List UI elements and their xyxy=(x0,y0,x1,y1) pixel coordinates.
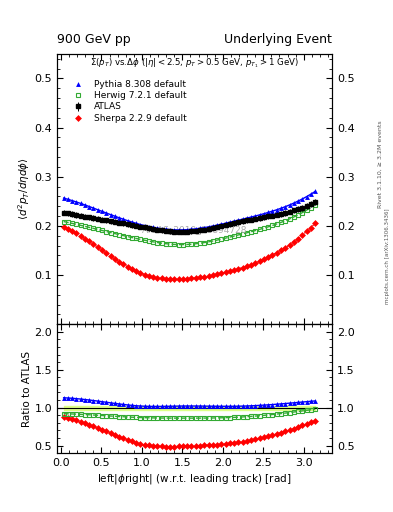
Herwig 7.2.1 default xyxy=(134,236,138,242)
Pythia 8.308 default xyxy=(104,210,108,216)
Pythia 8.308 default xyxy=(223,220,228,226)
Herwig 7.2.1 default xyxy=(142,237,147,243)
Sherpa 2.2.9 default xyxy=(172,276,177,282)
Pythia 8.308 default xyxy=(176,227,181,233)
Pythia 8.308 default xyxy=(147,224,151,230)
Pythia 8.308 default xyxy=(142,223,147,229)
Sherpa 2.2.9 default xyxy=(104,250,108,256)
Sherpa 2.2.9 default xyxy=(223,269,228,275)
Text: mcplots.cern.ch [arXiv:1306.3436]: mcplots.cern.ch [arXiv:1306.3436] xyxy=(385,208,389,304)
Text: Underlying Event: Underlying Event xyxy=(224,33,332,46)
Pythia 8.308 default xyxy=(125,218,130,224)
Herwig 7.2.1 default xyxy=(104,228,108,234)
X-axis label: left|$\phi$right| (w.r.t. leading track) [rad]: left|$\phi$right| (w.r.t. leading track)… xyxy=(97,472,292,486)
Text: Rivet 3.1.10, ≥ 3.2M events: Rivet 3.1.10, ≥ 3.2M events xyxy=(378,120,383,208)
Y-axis label: Ratio to ATLAS: Ratio to ATLAS xyxy=(22,351,31,427)
Herwig 7.2.1 default xyxy=(223,235,228,241)
Sherpa 2.2.9 default xyxy=(142,271,147,278)
Line: Herwig 7.2.1 default: Herwig 7.2.1 default xyxy=(61,202,318,247)
Pythia 8.308 default xyxy=(61,195,66,201)
Text: ATLAS_2010_S8894728: ATLAS_2010_S8894728 xyxy=(142,225,247,234)
Sherpa 2.2.9 default xyxy=(61,224,66,230)
Text: 900 GeV pp: 900 GeV pp xyxy=(57,33,130,46)
Sherpa 2.2.9 default xyxy=(134,268,138,274)
Herwig 7.2.1 default xyxy=(147,238,151,244)
Pythia 8.308 default xyxy=(313,188,318,195)
Herwig 7.2.1 default xyxy=(61,219,66,225)
Herwig 7.2.1 default xyxy=(313,202,318,208)
Legend: Pythia 8.308 default, Herwig 7.2.1 default, ATLAS, Sherpa 2.2.9 default: Pythia 8.308 default, Herwig 7.2.1 defau… xyxy=(67,80,187,123)
Text: $\Sigma(p_T)$ vs.$\Delta\phi$ ($|\eta| < 2.5$, $p_T > 0.5$ GeV, $p_{T_1} > 1$ Ge: $\Sigma(p_T)$ vs.$\Delta\phi$ ($|\eta| <… xyxy=(90,56,299,70)
Herwig 7.2.1 default xyxy=(181,242,185,248)
Line: Pythia 8.308 default: Pythia 8.308 default xyxy=(61,189,318,232)
Sherpa 2.2.9 default xyxy=(313,220,318,226)
Sherpa 2.2.9 default xyxy=(147,273,151,279)
Sherpa 2.2.9 default xyxy=(125,264,130,270)
Y-axis label: $\langle d^2 p_T / d\eta d\phi \rangle$: $\langle d^2 p_T / d\eta d\phi \rangle$ xyxy=(16,158,31,221)
Herwig 7.2.1 default xyxy=(125,233,130,240)
Pythia 8.308 default xyxy=(134,220,138,226)
Line: Sherpa 2.2.9 default: Sherpa 2.2.9 default xyxy=(61,221,318,282)
